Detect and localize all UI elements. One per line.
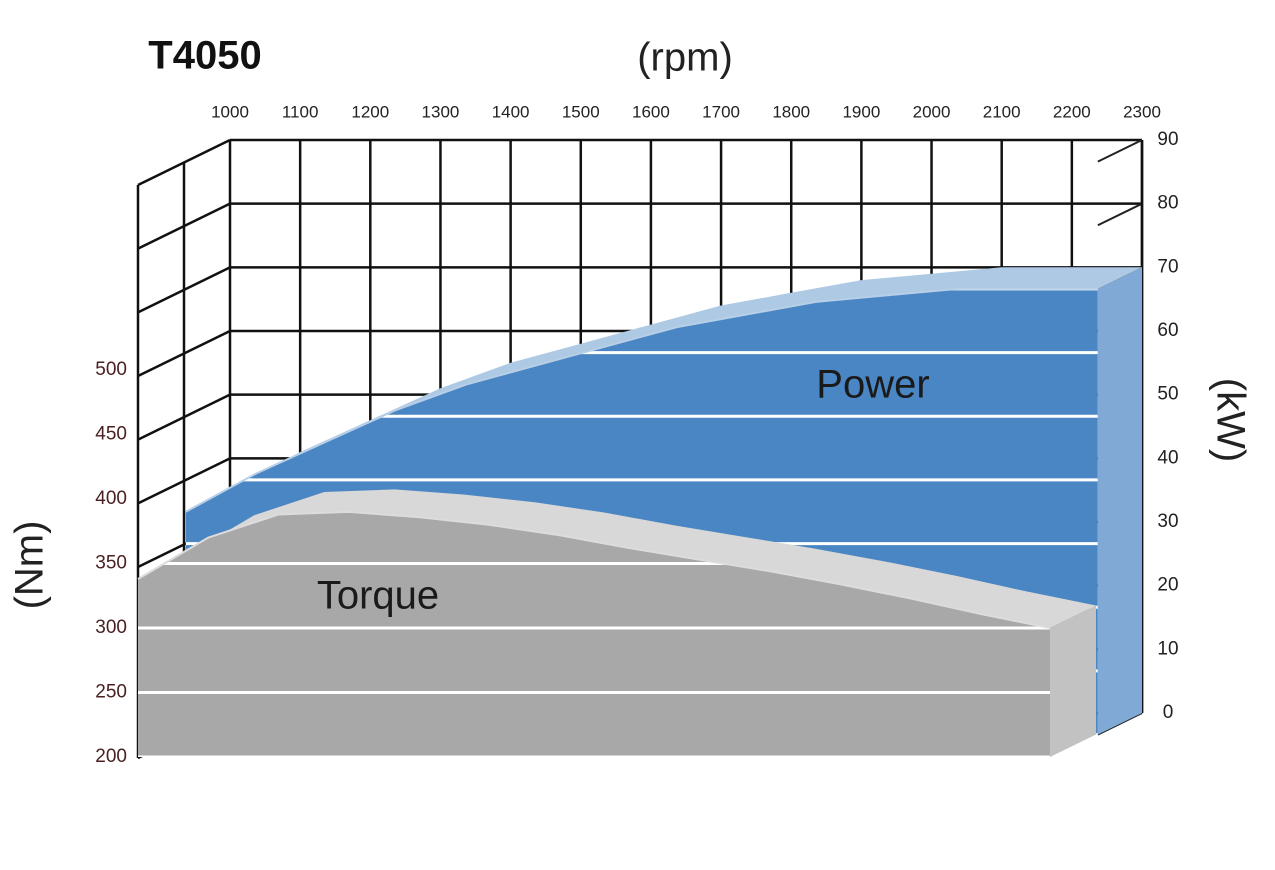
x-tick-label: 1100	[282, 102, 319, 121]
x-tick-label: 1900	[842, 102, 880, 121]
y2-tick	[1097, 139, 1143, 163]
x-tick-label: 2000	[913, 102, 951, 121]
y2-tick-label: 40	[1157, 447, 1178, 468]
x-axis-label: (rpm)	[637, 36, 733, 80]
x-tick-label: 1500	[562, 102, 600, 121]
y-tick-label: 450	[95, 424, 127, 445]
y-tick-label: 250	[95, 682, 127, 703]
y-tick-label: 400	[95, 488, 127, 509]
y-tick-label: 200	[95, 746, 127, 767]
y-tick-label: 500	[95, 359, 127, 380]
y2-tick	[1097, 202, 1143, 227]
y2-tick	[1097, 712, 1143, 736]
series-label: Power	[816, 363, 929, 407]
x-tick-label: 1800	[772, 102, 810, 121]
y2-tick-label: 60	[1157, 320, 1178, 341]
y2-tick-label: 70	[1157, 256, 1178, 277]
plot: 1000 1100 1200 1300 1400 1500 1600 1700 1800 1900…	[95, 102, 1178, 767]
x-tick-label: 1700	[702, 102, 740, 121]
area-top	[138, 489, 1096, 628]
y2-tick-label: 80	[1157, 193, 1178, 214]
area-side	[1050, 605, 1096, 757]
x-tick-label: 1000	[211, 102, 249, 121]
y2-axis-label: (kW)	[1208, 378, 1252, 462]
x-tick-label: 1200	[351, 102, 389, 121]
x-tick-label: 2100	[983, 102, 1021, 121]
y2-tick-label: 50	[1157, 384, 1178, 405]
series-line	[185, 287, 1098, 513]
x-tick-label: 1600	[632, 102, 670, 121]
series-label: Torque	[317, 574, 439, 618]
x-tick-label: 2200	[1053, 102, 1091, 121]
y2-tick-label: 90	[1157, 129, 1178, 150]
y2-tick-label: 0	[1163, 702, 1174, 723]
y2-tick-label: 10	[1157, 638, 1178, 659]
area-side	[1097, 267, 1142, 735]
y-tick-label: 300	[95, 617, 127, 638]
x-tick-label: 1400	[492, 102, 530, 121]
y2-tick-label: 30	[1157, 511, 1178, 532]
area-front	[138, 511, 1050, 757]
x-tick-label: 2300	[1123, 102, 1161, 121]
x-tick-label: 1300	[422, 102, 460, 121]
y-axis-label: (Nm)	[8, 521, 52, 610]
y2-tick-label: 20	[1157, 575, 1178, 596]
chart-title: T4050	[148, 34, 261, 78]
y-tick-label: 350	[95, 553, 127, 574]
series-line	[137, 510, 1051, 629]
